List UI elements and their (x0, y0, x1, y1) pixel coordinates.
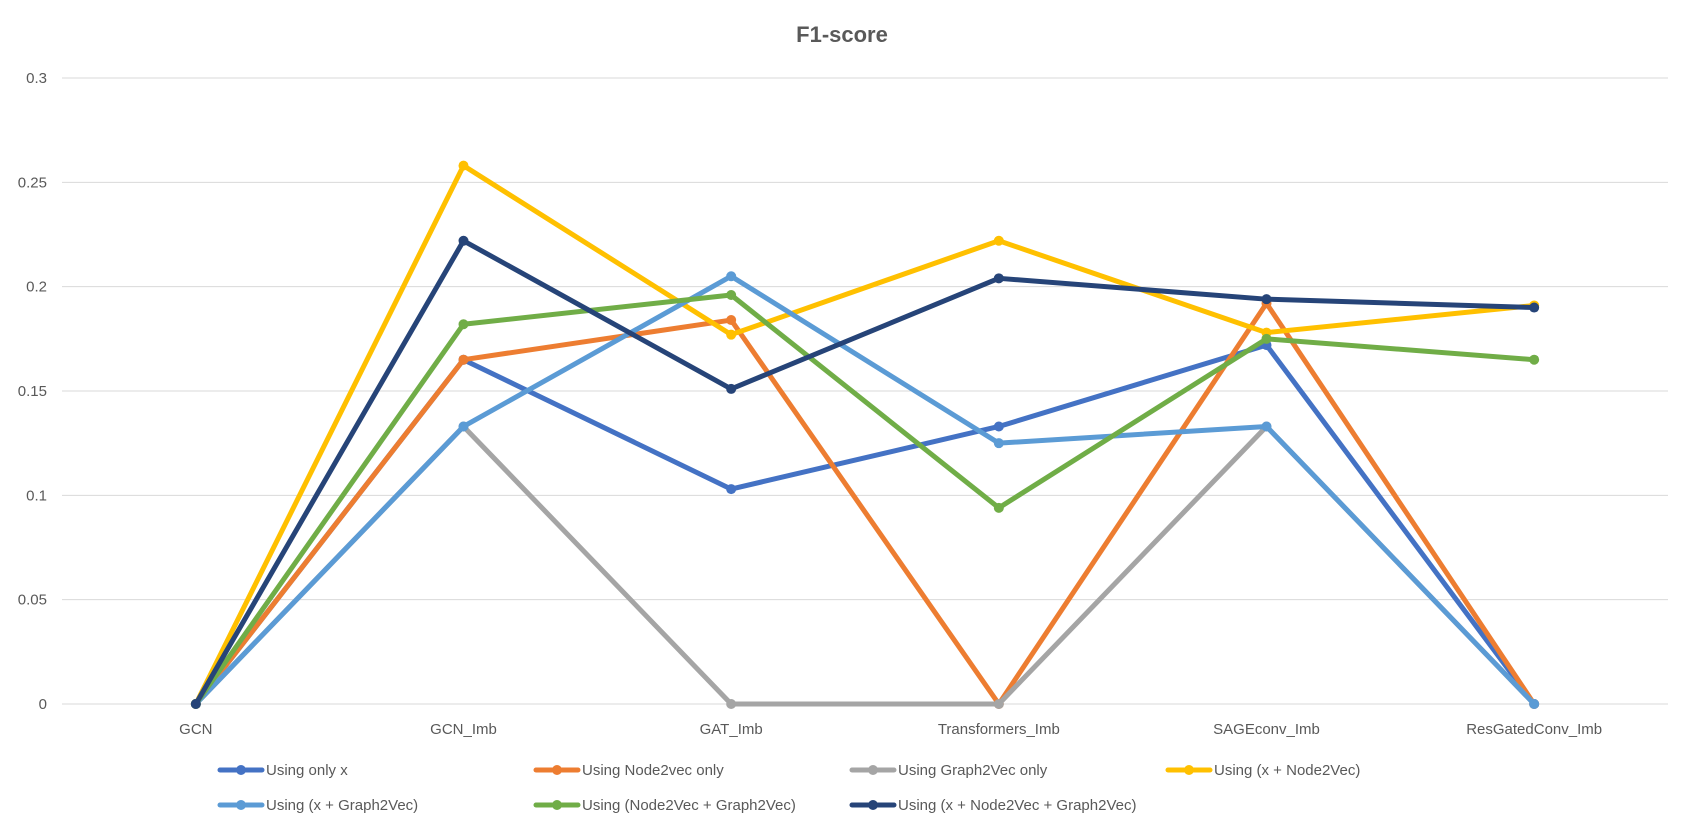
y-tick-label: 0.3 (26, 70, 47, 87)
series-group (190, 340, 1540, 709)
series-group (190, 271, 1540, 709)
legend-label: Using only x (266, 762, 348, 779)
series-line (193, 273, 1537, 707)
legend-label: Using Graph2Vec only (898, 762, 1048, 779)
data-point (1261, 421, 1272, 432)
data-point (458, 421, 469, 432)
data-point (993, 699, 1004, 709)
legend-swatch-marker (236, 800, 246, 810)
legend-swatch-marker (552, 800, 562, 810)
data-point (458, 235, 469, 246)
legend-swatch-marker (552, 765, 562, 775)
series-line (193, 238, 1537, 707)
data-point (458, 160, 469, 171)
legend-item: Using (Node2Vec + Graph2Vec) (533, 797, 796, 814)
legend-label: Using (x + Node2Vec + Graph2Vec) (898, 797, 1136, 814)
x-tick-label: GAT_Imb (700, 721, 763, 738)
legend-item: Using Node2vec only (533, 762, 724, 779)
series-line (193, 300, 1537, 707)
legend-label: Using (Node2Vec + Graph2Vec) (582, 797, 796, 814)
data-point (1529, 699, 1540, 709)
data-point (993, 502, 1004, 513)
data-point (726, 383, 737, 394)
data-point (726, 315, 737, 326)
data-point (993, 235, 1004, 246)
legend-item: Using (x + Node2Vec) (1165, 762, 1360, 779)
legend-item: Using (x + Node2Vec + Graph2Vec) (849, 797, 1136, 814)
y-tick-label: 0 (39, 696, 47, 713)
data-point (726, 329, 737, 340)
data-point (993, 273, 1004, 284)
gridlines (62, 77, 1668, 705)
x-tick-label: ResGatedConv_Imb (1466, 721, 1602, 738)
legend-swatch-marker (868, 765, 878, 775)
series-group (190, 160, 1540, 709)
legend-swatch-marker (236, 765, 246, 775)
data-point (1261, 294, 1272, 305)
series-line (193, 163, 1537, 707)
data-point (1529, 302, 1540, 313)
series-group (190, 421, 1540, 709)
x-tick-label: Transformers_Imb (938, 721, 1060, 738)
y-tick-label: 0.1 (26, 487, 47, 504)
legend-item: Using Graph2Vec only (849, 762, 1048, 779)
x-axis-ticks: GCN GCN_Imb GAT_Imb Transformers_Imb SAGEcon… (179, 721, 1602, 738)
data-point (993, 421, 1004, 432)
y-axis-ticks: 0 0.05 0.1 0.15 0.2 0.25 0.3 (18, 70, 47, 713)
legend-swatch-marker (1184, 765, 1194, 775)
chart-title: F1-score (796, 22, 888, 47)
legend-label: Using Node2vec only (582, 762, 724, 779)
data-point (458, 319, 469, 330)
data-point (190, 699, 201, 709)
data-point (726, 290, 737, 301)
legend-item: Using (x + Graph2Vec) (217, 797, 418, 814)
x-tick-label: GCN (179, 721, 212, 738)
legend-item: Using only x (217, 762, 348, 779)
legend: Using only x Using Node2vec only Using Gra… (217, 762, 1360, 814)
data-point (1261, 333, 1272, 344)
y-tick-label: 0.15 (18, 383, 47, 400)
series-line (193, 292, 1537, 707)
legend-label: Using (x + Node2Vec) (1214, 762, 1360, 779)
data-point (993, 438, 1004, 449)
x-tick-label: SAGEconv_Imb (1213, 721, 1320, 738)
x-tick-label: GCN_Imb (430, 721, 497, 738)
legend-swatch-marker (868, 800, 878, 810)
series-lines (190, 160, 1540, 709)
series-line (193, 423, 1537, 707)
series-group (190, 235, 1540, 709)
y-tick-label: 0.25 (18, 174, 47, 191)
y-tick-label: 0.05 (18, 592, 47, 609)
y-tick-label: 0.2 (26, 279, 47, 296)
data-point (726, 484, 737, 495)
data-point (458, 354, 469, 365)
data-point (726, 271, 737, 282)
data-point (1529, 354, 1540, 365)
legend-label: Using (x + Graph2Vec) (266, 797, 418, 814)
data-point (726, 699, 737, 709)
